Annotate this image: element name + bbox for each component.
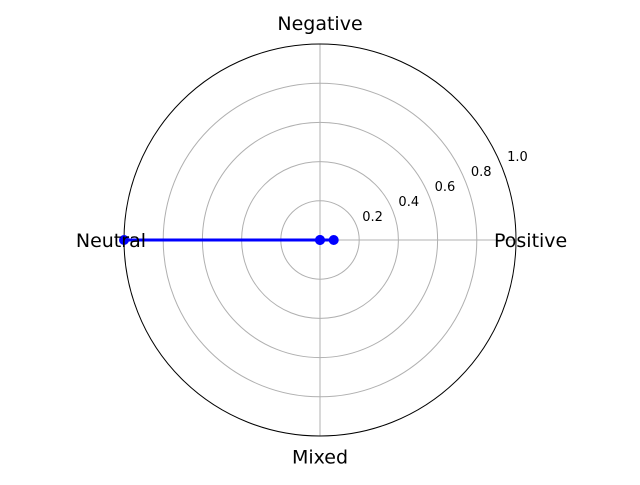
r-tick-label-1: 0.4 (398, 195, 419, 210)
label-layer: 0.2 0.4 0.6 0.8 1.0 Positive Negative Neutral Mi… (76, 13, 567, 469)
series-layer (119, 235, 339, 245)
r-tick-label-4: 1.0 (507, 150, 528, 165)
axis-label-negative: Negative (277, 13, 362, 35)
axis-label-positive: Positive (494, 230, 567, 252)
series-point-positive (328, 235, 339, 245)
series-point-mixed (315, 235, 325, 245)
r-tick-label-3: 0.8 (471, 165, 492, 180)
r-tick-label-0: 0.2 (362, 210, 383, 225)
r-tick-label-2: 0.6 (435, 180, 456, 195)
series-point-neutral (119, 235, 129, 245)
axis-label-mixed: Mixed (292, 447, 348, 469)
axis-label-neutral: Neutral (76, 230, 146, 252)
